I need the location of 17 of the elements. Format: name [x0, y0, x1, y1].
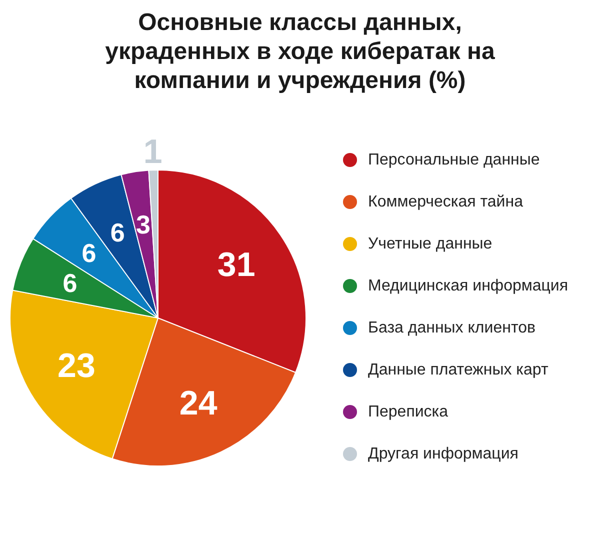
- legend-label: База данных клиентов: [368, 320, 536, 336]
- legend-label: Переписка: [368, 404, 448, 420]
- data-label: 3: [136, 209, 150, 240]
- data-label: 6: [110, 217, 125, 248]
- legend-label: Персональные данные: [368, 152, 540, 168]
- chart-title: Основные классы данных, украденных в ходе кибератак на компании и учреждения (%): [105, 9, 496, 94]
- data-label: 6: [82, 238, 96, 268]
- legend-label: Данные платежных карт: [368, 362, 549, 378]
- data-label: 23: [58, 347, 96, 386]
- legend-label: Учетные данные: [368, 236, 492, 252]
- data-label: 6: [62, 268, 78, 298]
- data-label: 1: [143, 133, 162, 172]
- legend-label: Другая информация: [368, 446, 518, 462]
- legend-label: Коммерческая тайна: [368, 194, 524, 210]
- legend-label: Медицинская информация: [368, 278, 568, 294]
- data-label: 31: [217, 246, 256, 284]
- data-label: 24: [179, 384, 218, 423]
